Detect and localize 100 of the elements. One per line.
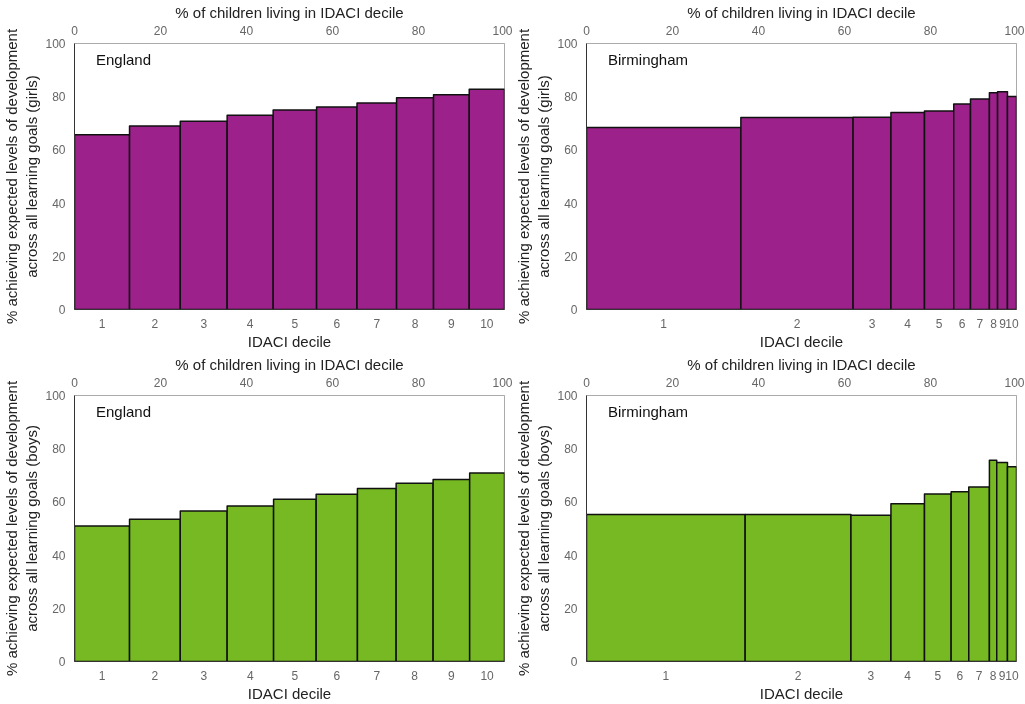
text: 4 xyxy=(246,316,254,331)
x-tick-label: 0 xyxy=(583,23,591,38)
text: 8 xyxy=(990,316,998,331)
text: 9 xyxy=(448,668,456,683)
y-tick-label: 20 xyxy=(564,601,578,616)
text: 1 xyxy=(662,668,670,683)
text: 5 xyxy=(934,668,942,683)
text: 5 xyxy=(291,316,299,331)
x-tick-label: 100 xyxy=(492,375,513,390)
text: 7 xyxy=(373,668,381,683)
y-tick-label: 0 xyxy=(570,303,578,317)
text: 10 xyxy=(480,316,494,331)
x-tick-label: 20 xyxy=(153,375,168,390)
y-tick-label: 20 xyxy=(52,249,66,264)
x-tick-label: 100 xyxy=(1004,375,1025,390)
x-tick-label: 0 xyxy=(71,23,79,38)
text: 2 xyxy=(151,668,159,683)
y-tick-label: 0 xyxy=(58,303,66,317)
x-tick-label: 60 xyxy=(837,23,852,38)
y-tick-label: 20 xyxy=(52,601,66,616)
x-tick-label: 0 xyxy=(583,375,591,390)
x-tick-label: 100 xyxy=(492,23,513,38)
text: 6 xyxy=(956,668,964,683)
y-tick-label: 100 xyxy=(557,37,578,51)
x-tick-label: 100 xyxy=(1004,23,1025,38)
text: IDACI decile xyxy=(247,332,332,350)
text: IDACI decile xyxy=(759,332,844,350)
x-tick-label: 80 xyxy=(923,23,938,38)
text: 1 xyxy=(660,316,668,331)
text: 2 xyxy=(793,316,801,331)
text: 7 xyxy=(975,668,983,683)
y-tick-label: 20 xyxy=(564,249,578,264)
x-tick-label: 20 xyxy=(665,23,680,38)
text: 8 xyxy=(989,668,997,683)
y-tick-label: 80 xyxy=(52,90,66,105)
x-axis-title: % of children living in IDACI decile xyxy=(175,355,404,373)
y-tick-label: 100 xyxy=(45,389,66,403)
text: 3 xyxy=(200,316,208,331)
text: 9 xyxy=(999,316,1007,331)
y-tick-label: 60 xyxy=(52,495,66,510)
text: 4 xyxy=(247,668,255,683)
y-tick-label: 100 xyxy=(45,37,66,51)
text: 8 xyxy=(411,668,419,683)
text: 6 xyxy=(333,316,341,331)
x-tick-label: 20 xyxy=(665,375,680,390)
y-axis-title: % achieving expected levels of development across all learning goals (boys) xyxy=(3,380,41,677)
text: 1 xyxy=(98,316,106,331)
text: IDACI decile xyxy=(247,684,332,702)
text: 3 xyxy=(200,668,208,683)
y-axis-title: % achieving expected levels of development across all learning goals (girls) xyxy=(3,28,41,325)
text: 4 xyxy=(904,668,912,683)
text: IDACI decile xyxy=(759,684,844,702)
text: 4 xyxy=(904,316,912,331)
text: Birmingham xyxy=(608,403,689,421)
y-tick-label: 80 xyxy=(564,90,578,105)
text: 1 xyxy=(98,668,106,683)
y-tick-label: 40 xyxy=(564,196,578,211)
x-tick-label: 20 xyxy=(153,23,168,38)
y-tick-label: 0 xyxy=(58,655,66,669)
x-tick-label: 40 xyxy=(751,23,766,38)
text: 9 xyxy=(998,668,1006,683)
text: 8 xyxy=(411,316,419,331)
y-tick-label: 60 xyxy=(564,495,578,510)
text: 2 xyxy=(794,668,802,683)
text: 5 xyxy=(291,668,299,683)
text: 2 xyxy=(151,316,159,331)
y-tick-label: 80 xyxy=(564,442,578,457)
x-axis-title: % of children living in IDACI decile xyxy=(175,3,404,21)
y-tick-label: 80 xyxy=(52,442,66,457)
x-tick-label: 80 xyxy=(411,375,426,390)
x-tick-label: 60 xyxy=(837,375,852,390)
y-tick-label: 60 xyxy=(564,143,578,158)
y-tick-label: 100 xyxy=(557,389,578,403)
text: 10 xyxy=(1005,668,1019,683)
x-tick-label: 80 xyxy=(411,23,426,38)
text: England xyxy=(96,403,152,421)
x-tick-label: 40 xyxy=(751,375,766,390)
text: 9 xyxy=(448,316,456,331)
x-axis-title: % of children living in IDACI decile xyxy=(687,3,916,21)
text: Birmingham xyxy=(608,51,689,69)
x-axis-title: % of children living in IDACI decile xyxy=(687,355,916,373)
y-tick-label: 0 xyxy=(570,655,578,669)
text: 3 xyxy=(868,316,876,331)
y-axis-title: % achieving expected levels of development across all learning goals (girls) xyxy=(515,28,553,325)
y-tick-label: 60 xyxy=(52,143,66,158)
x-tick-label: 0 xyxy=(71,375,79,390)
y-tick-label: 40 xyxy=(564,548,578,563)
text: 10 xyxy=(1005,316,1019,331)
y-axis-title: % achieving expected levels of development across all learning goals (boys) xyxy=(515,380,553,677)
x-tick-label: 40 xyxy=(239,375,254,390)
x-tick-label: 80 xyxy=(923,375,938,390)
text: 6 xyxy=(958,316,966,331)
text: 10 xyxy=(480,668,495,683)
y-tick-label: 40 xyxy=(52,548,66,563)
x-tick-label: 40 xyxy=(239,23,254,38)
x-tick-label: 60 xyxy=(325,375,340,390)
text: 5 xyxy=(935,316,943,331)
text: 6 xyxy=(333,668,341,683)
text: 7 xyxy=(976,316,984,331)
text: England xyxy=(96,51,152,69)
